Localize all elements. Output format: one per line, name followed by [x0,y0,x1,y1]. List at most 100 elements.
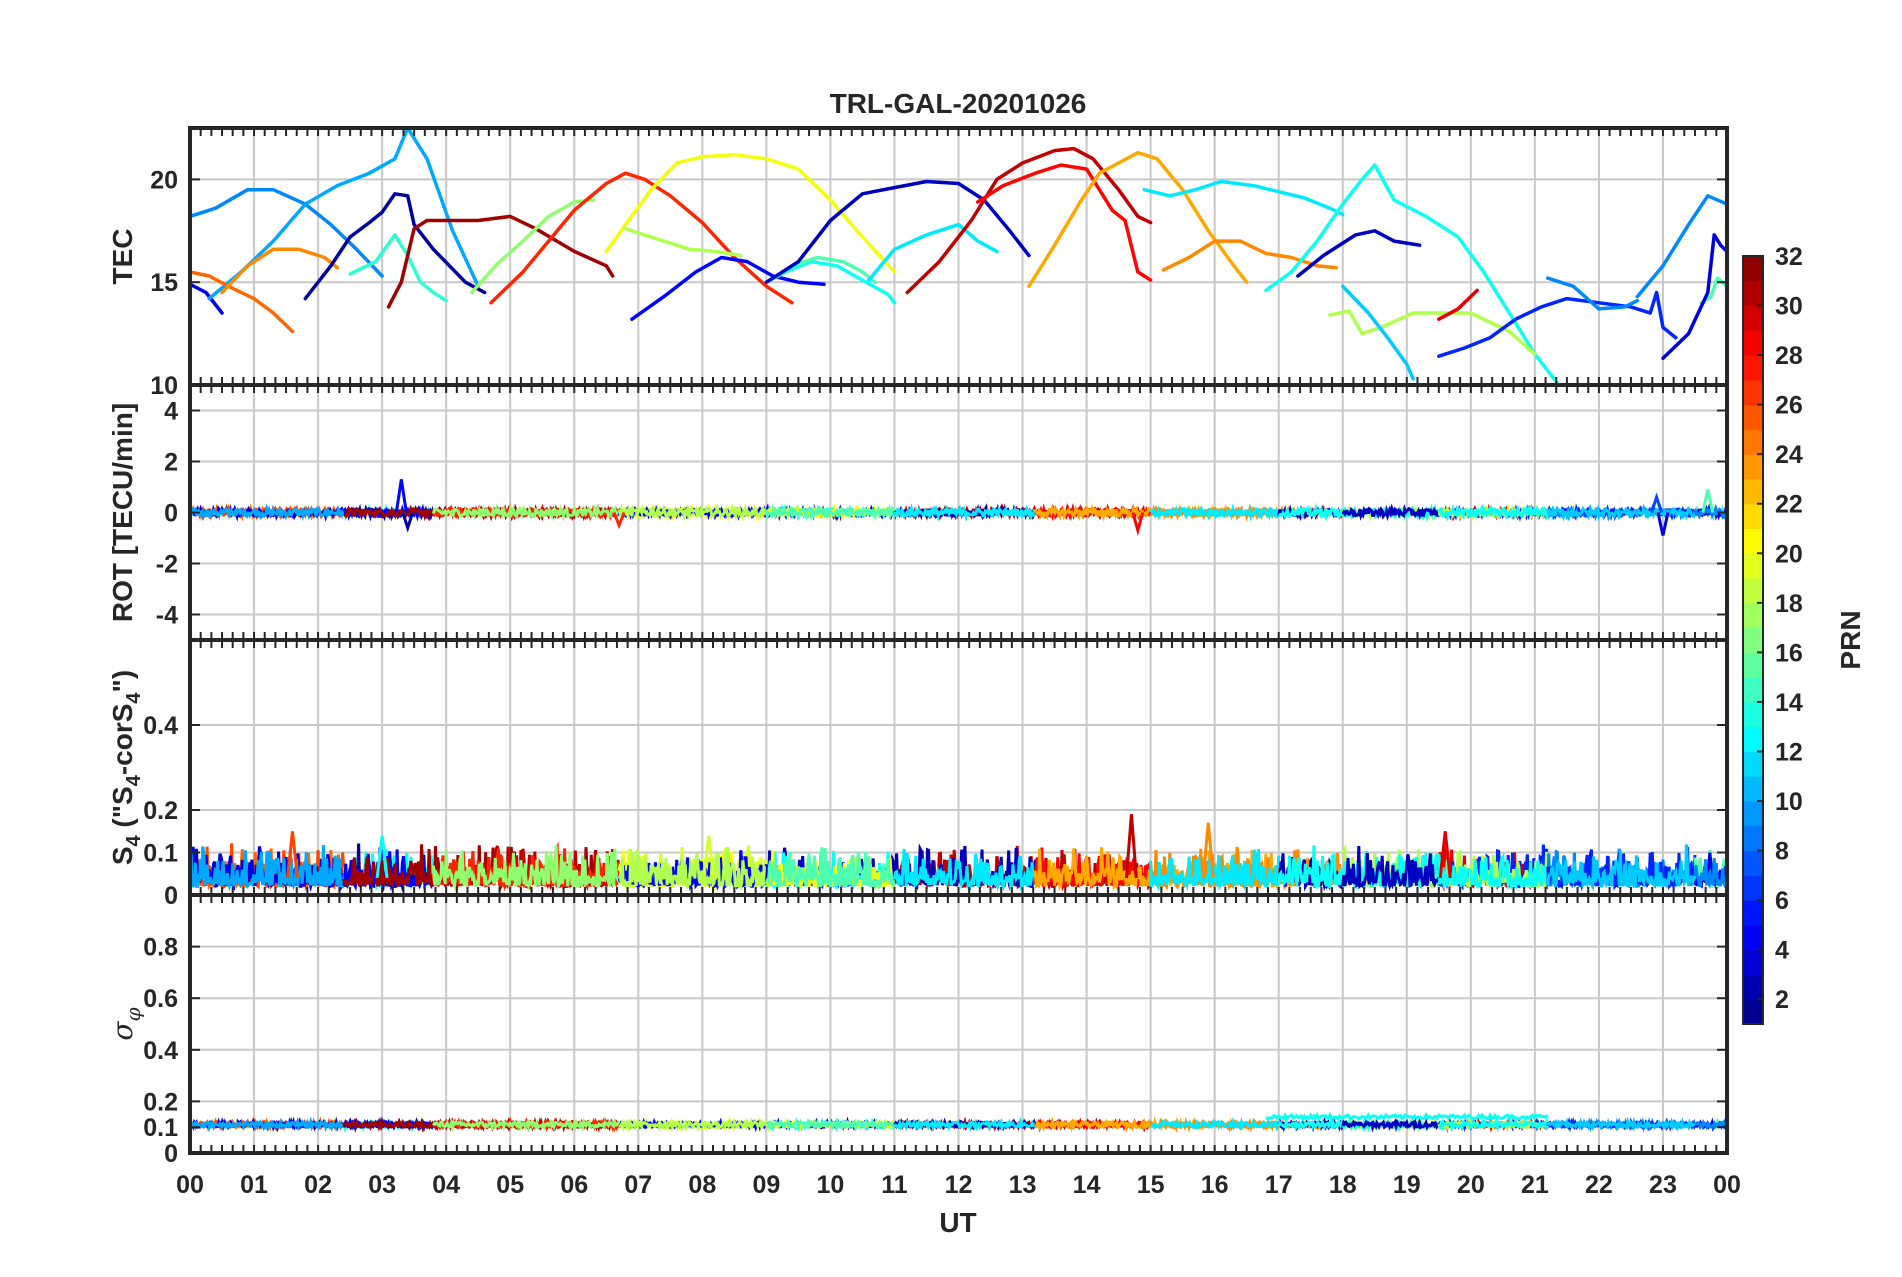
colorbar-tick-label: 18 [1775,590,1803,618]
colorbar-band [1743,305,1763,331]
x-tick-label: 05 [496,1171,524,1199]
s4-trace-prn-15 [765,847,896,892]
colorbar-band [1743,801,1763,827]
colorbar-band [1743,875,1763,901]
x-tick-label: 10 [817,1171,845,1199]
colorbar-band [1743,528,1763,554]
colorbar-tick-label: 28 [1775,342,1803,370]
tec-series-prn-5 [630,255,826,321]
y-tick-label: 0 [164,882,178,910]
x-tick-label: 00 [1713,1171,1741,1199]
colorbar-band [1743,726,1763,752]
panel-rot-ylabel: ROT [TECU/min] [107,403,138,622]
tec-series-prn-30 [905,146,1153,295]
x-tick-label: 03 [368,1171,396,1199]
s4-trace-prn-12 [1149,848,1281,893]
s4-trace-prn-13 [1277,845,1345,890]
tec-series-prn-3 [1296,229,1422,278]
sigma_phi-trace-prn-17 [432,1117,621,1133]
rot-spike [1656,512,1670,536]
y-tick-label: 0 [164,500,178,528]
s4-label-part: ("S [107,786,138,835]
sigma_phi-trace-prn-18 [618,1117,768,1133]
panel-rot-data [190,479,1727,536]
s4-spike [375,835,389,879]
rot-spike [394,479,408,513]
tec-series-prn-10 [207,128,480,301]
x-tick-label: 17 [1265,1171,1293,1199]
x-tick-label: 13 [1009,1171,1037,1199]
y-tick-label: 0.1 [143,840,178,868]
tec-series-prn-6 [1437,290,1678,358]
panel-tec-ylabel: TEC [107,229,138,285]
s4-trace-prn-9 [1693,858,1727,889]
colorbar-tick-label: 14 [1775,689,1803,717]
panel-tec-grid [189,128,1728,386]
tec-series-prn-4 [1661,233,1727,361]
colorbar-tick-label: 24 [1775,441,1803,469]
rot-trace-prn-11 [1546,503,1697,522]
sigma_phi-trace-prn-13 [1277,1117,1345,1132]
tec-series-prn-12 [867,222,999,282]
sigma_phi-trace-prn-15 [765,1116,896,1132]
rot-trace-prn-13 [1437,503,1550,523]
colorbar-band [1743,677,1763,703]
colorbar-band [1743,949,1763,975]
sigma_phi-trace-prn-12 [1149,1116,1280,1132]
colorbar-band [1743,850,1763,876]
panel-sigma_phi: 00.10.2 0.4 0.6 0.8 σφ [106,893,1729,1168]
s4-trace-prn-13 [1437,852,1550,891]
colorbar-tick-label: 32 [1775,243,1803,271]
s4-label-part: 4 [123,692,145,704]
y-tick-label: 0.8 [143,934,178,962]
s4-trace-prn-18 [617,846,768,893]
x-tick-label: 00 [176,1171,204,1199]
panel-s4-data [190,814,1727,893]
colorbar-tick-label: 12 [1775,738,1803,766]
sigma_phi-trace-prn-12 [893,1116,1037,1133]
tec-series-prn-24 [220,247,340,295]
x-tick-label: 08 [688,1171,716,1199]
panel-sigma_phi-ylabel: σφ [106,1007,145,1040]
s4-trace-prn-11 [1546,844,1697,892]
y-tick-label: 0.4 [143,712,178,740]
colorbar-label: PRN [1835,610,1866,669]
rot-trace-prn-15 [764,503,896,522]
x-tick-label: 23 [1649,1171,1677,1199]
colorbar-band [1743,924,1763,951]
y-tick-label: 10 [150,372,178,400]
colorbar-band [1743,429,1763,455]
rot-spike [1131,512,1145,536]
tec-series-prn-18 [623,226,743,258]
tec-series-prn-9 [190,187,384,278]
sigma_phi-trace-prn-31 [342,1116,435,1133]
colorbar-band [1743,751,1763,777]
s4-label-part: 4 [123,834,145,846]
sigma_phi-trace-prn-3 [1341,1116,1440,1133]
x-tick-label: 14 [1073,1171,1101,1199]
panel-tec-data [190,128,1727,385]
x-tick-label: 12 [945,1171,973,1199]
y-tick-label: 0 [164,1140,178,1168]
colorbar-tick-label: 22 [1775,491,1803,519]
colorbar-frame [1742,255,1764,1025]
rot-spike [1701,489,1715,513]
y-tick-label: -4 [156,602,178,630]
colorbar-band [1743,652,1763,678]
tec-series-prn-25 [190,270,295,334]
colorbar-band [1743,776,1763,802]
colorbar-tick-label: 16 [1775,639,1803,667]
rot-trace-prn-3 [1341,503,1441,522]
rot-spike [1650,492,1663,513]
s4-label-part: S [107,846,138,865]
s4-spike [1201,822,1215,879]
tec-series-prn-18 [1328,309,1537,356]
tec-series-prn-3 [764,179,1031,284]
s4-trace-prn-23 [1033,847,1153,892]
y-tick-label: 20 [150,166,178,194]
colorbar-tick-label: 6 [1775,887,1789,915]
sigma_phi-trace-prn-13 [1437,1116,1550,1133]
tec-series-prn-9 [1635,194,1727,299]
